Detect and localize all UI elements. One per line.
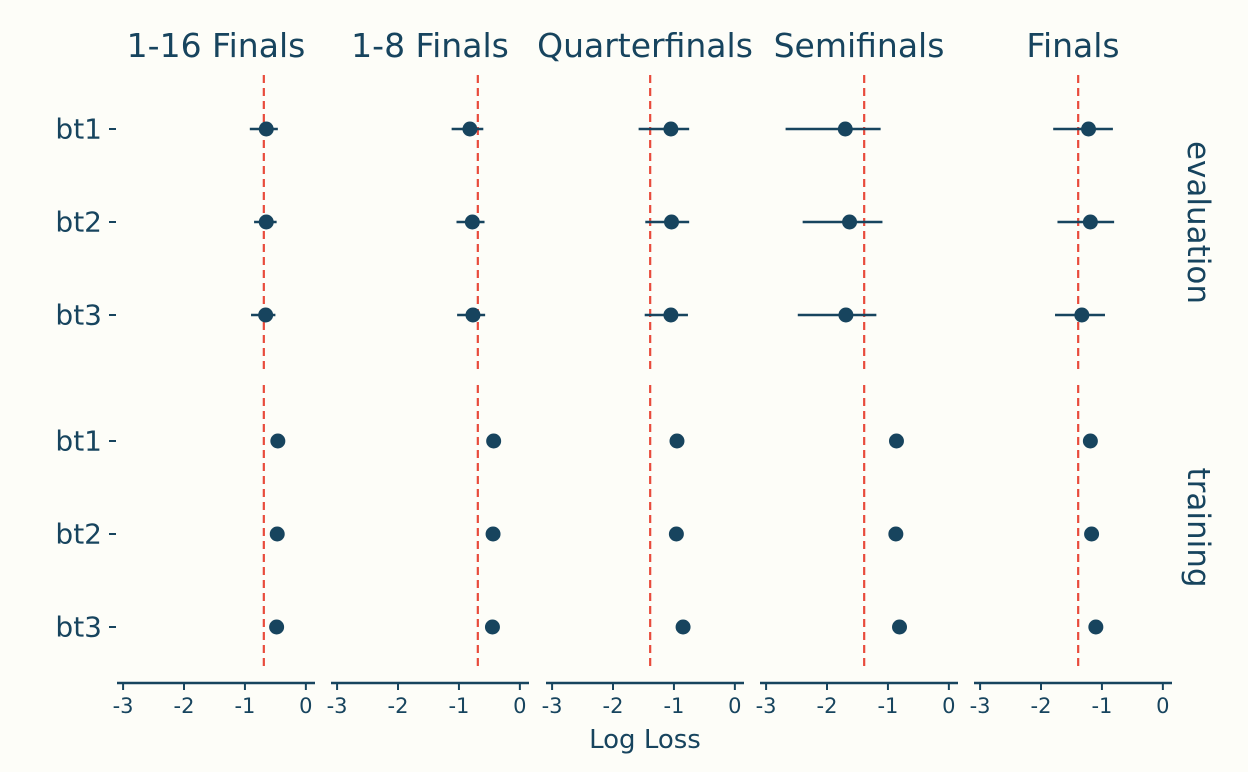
x-tick-label-col-semifinals-1: -2 xyxy=(817,694,838,718)
strip-label-training: training xyxy=(1180,467,1216,587)
point-col-semifinals-evaluation-bt1 xyxy=(837,121,853,137)
point-col-1-16-finals-evaluation-bt1 xyxy=(258,121,274,137)
point-col-semifinals-training-bt3 xyxy=(892,619,908,635)
strip-title-col-1-8-finals: 1-8 Finals xyxy=(351,26,509,65)
point-col-quarterfinals-training-bt1 xyxy=(669,433,685,449)
x-tick-label-col-1-16-finals-0: -3 xyxy=(113,694,134,718)
y-tick-label-evaluation-bt3: bt3 xyxy=(55,299,102,332)
x-tick-label-col-1-8-finals-1: -2 xyxy=(388,694,409,718)
x-tick-label-col-quarterfinals-3: 0 xyxy=(728,694,741,718)
x-tick-label-col-semifinals-2: -1 xyxy=(877,694,898,718)
point-col-finals-training-bt3 xyxy=(1088,619,1104,635)
strip-title-col-finals: Finals xyxy=(1026,26,1119,65)
point-col-semifinals-evaluation-bt3 xyxy=(838,307,854,323)
y-tick-label-evaluation-bt1: bt1 xyxy=(55,113,102,146)
point-col-1-8-finals-evaluation-bt3 xyxy=(465,307,481,323)
point-col-finals-training-bt1 xyxy=(1082,433,1098,449)
strip-title-col-1-16-finals: 1-16 Finals xyxy=(127,26,306,65)
strip-title-col-quarterfinals: Quarterfinals xyxy=(537,26,753,65)
point-col-1-8-finals-training-bt2 xyxy=(485,526,501,542)
strip-title-col-semifinals: Semifinals xyxy=(774,26,945,65)
x-tick-label-col-semifinals-3: 0 xyxy=(942,694,955,718)
point-col-finals-evaluation-bt1 xyxy=(1081,121,1097,137)
x-tick-label-col-1-8-finals-3: 0 xyxy=(513,694,526,718)
x-tick-label-col-1-16-finals-1: -2 xyxy=(174,694,195,718)
point-col-quarterfinals-evaluation-bt3 xyxy=(663,307,679,323)
point-col-semifinals-training-bt1 xyxy=(888,433,904,449)
x-tick-label-col-finals-1: -2 xyxy=(1031,694,1052,718)
point-col-quarterfinals-training-bt3 xyxy=(675,619,691,635)
x-tick-label-col-quarterfinals-1: -2 xyxy=(603,694,624,718)
x-tick-label-col-quarterfinals-2: -1 xyxy=(663,694,684,718)
x-tick-label-col-1-8-finals-0: -3 xyxy=(327,694,348,718)
point-col-quarterfinals-training-bt2 xyxy=(668,526,684,542)
x-tick-label-col-semifinals-0: -3 xyxy=(756,694,777,718)
x-tick-label-col-finals-2: -1 xyxy=(1091,694,1112,718)
point-col-semifinals-evaluation-bt2 xyxy=(842,214,858,230)
x-tick-label-col-quarterfinals-0: -3 xyxy=(542,694,563,718)
x-tick-label-col-1-8-finals-2: -1 xyxy=(448,694,469,718)
point-col-finals-evaluation-bt3 xyxy=(1074,307,1090,323)
point-col-finals-evaluation-bt2 xyxy=(1082,214,1098,230)
point-col-1-8-finals-evaluation-bt1 xyxy=(462,121,478,137)
x-tick-label-col-finals-3: 0 xyxy=(1156,694,1169,718)
point-col-1-16-finals-evaluation-bt2 xyxy=(258,214,274,230)
point-col-1-16-finals-evaluation-bt3 xyxy=(258,307,274,323)
strip-label-evaluation: evaluation xyxy=(1180,141,1216,304)
point-col-1-8-finals-training-bt1 xyxy=(486,433,502,449)
point-col-1-16-finals-training-bt2 xyxy=(269,526,285,542)
y-tick-label-training-bt2: bt2 xyxy=(55,518,102,551)
x-tick-label-col-1-16-finals-3: 0 xyxy=(299,694,312,718)
x-tick-label-col-1-16-finals-2: -1 xyxy=(234,694,255,718)
point-col-quarterfinals-evaluation-bt2 xyxy=(664,214,680,230)
point-col-quarterfinals-evaluation-bt1 xyxy=(663,121,679,137)
point-col-1-16-finals-training-bt1 xyxy=(270,433,286,449)
y-tick-label-evaluation-bt2: bt2 xyxy=(55,206,102,239)
y-tick-label-training-bt3: bt3 xyxy=(55,611,102,644)
x-axis-title: Log Loss xyxy=(589,725,701,755)
point-col-1-16-finals-training-bt3 xyxy=(269,619,285,635)
x-tick-label-col-finals-0: -3 xyxy=(970,694,991,718)
y-tick-label-training-bt1: bt1 xyxy=(55,425,102,458)
point-col-1-8-finals-evaluation-bt2 xyxy=(464,214,480,230)
point-col-finals-training-bt2 xyxy=(1084,526,1100,542)
point-col-semifinals-training-bt2 xyxy=(888,526,904,542)
point-col-1-8-finals-training-bt3 xyxy=(484,619,500,635)
